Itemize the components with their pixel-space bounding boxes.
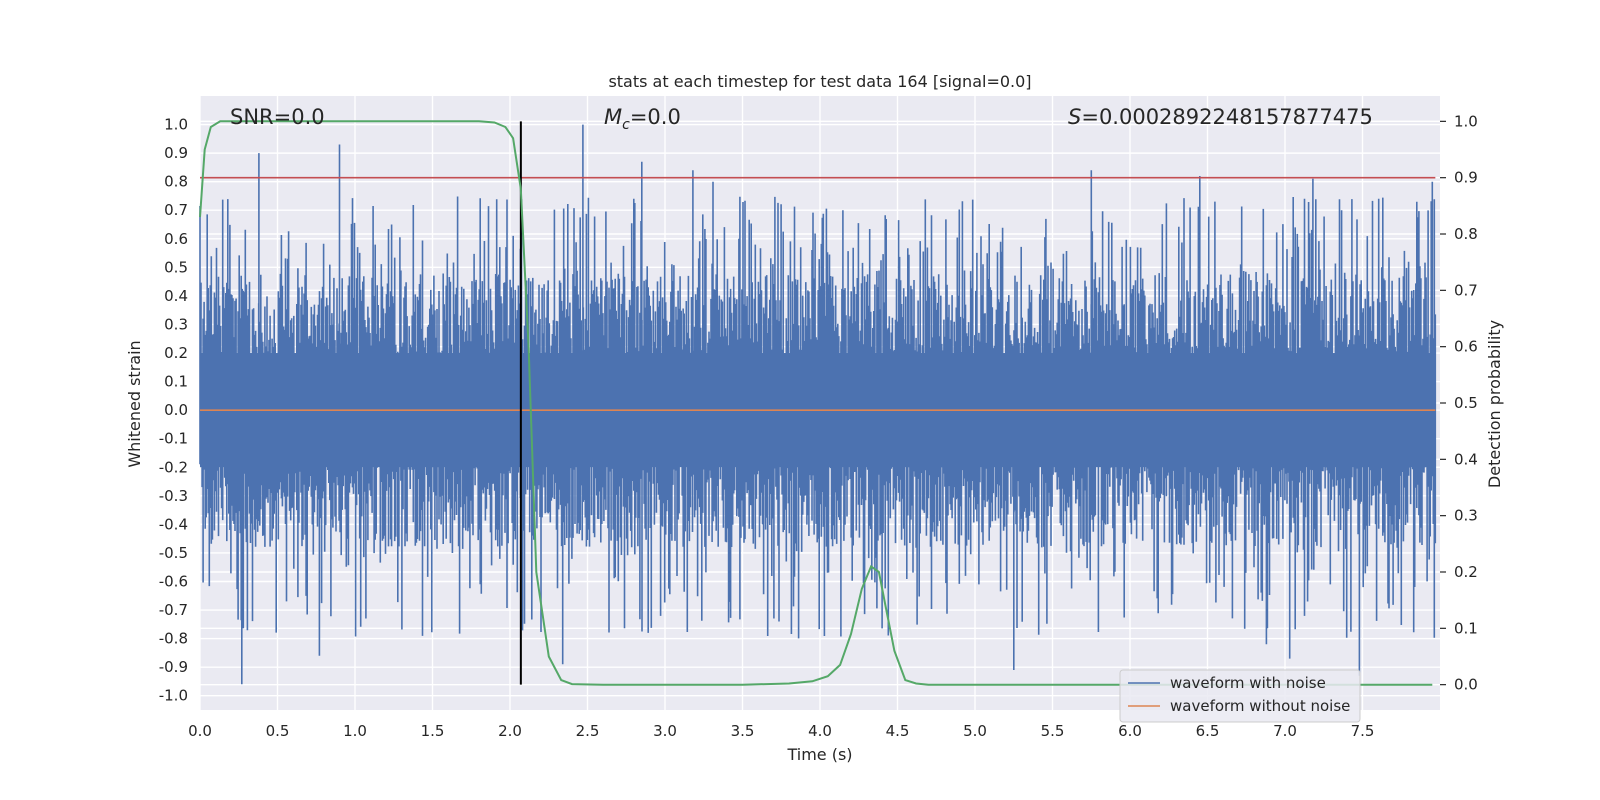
y-left-tick-label: 0.4 [164, 287, 188, 305]
series-detection-probability [199, 120, 1433, 686]
y-right-axis-ticks: 1.0 0.9 0.8 0.7 0.6 0.5 0.4 0.3 0.2 0.1 0.0 [1440, 112, 1478, 694]
y-left-tick-label: -0.7 [159, 601, 188, 619]
x-tick-label: 7.0 [1273, 722, 1297, 740]
x-tick-label: 2.0 [498, 722, 522, 740]
x-tick-label: 1.5 [421, 722, 445, 740]
y-right-axis-label: Detection probability [1485, 320, 1504, 488]
x-axis-label: Time (s) [786, 745, 852, 764]
probability-trace [199, 120, 1433, 686]
y-right-tick-label: 0.5 [1454, 394, 1478, 412]
x-tick-label: 6.0 [1118, 722, 1142, 740]
y-right-tick-label: 0.3 [1454, 507, 1478, 525]
y-right-tick-label: 0.4 [1454, 450, 1478, 468]
y-left-tick-label: 0.2 [164, 344, 188, 362]
legend-label-clean: waveform without noise [1170, 697, 1350, 715]
x-tick-label: 1.0 [343, 722, 367, 740]
y-left-tick-label: 0.1 [164, 373, 188, 391]
x-tick-label: 7.5 [1351, 722, 1375, 740]
x-tick-label: 0.5 [266, 722, 290, 740]
y-right-tick-label: 0.1 [1454, 619, 1478, 637]
y-left-tick-label: -0.1 [159, 430, 188, 448]
x-axis-ticks: 0.0 0.5 1.0 1.5 2.0 2.5 3.0 3.5 4.0 4.5 5.0 5.5 6.0 6… [188, 722, 1374, 740]
y-left-tick-label: 0.5 [164, 258, 188, 276]
y-left-tick-label: 0.3 [164, 315, 188, 333]
y-right-tick-label: 0.2 [1454, 563, 1478, 581]
chart-title: stats at each timestep for test data 164… [608, 72, 1031, 91]
y-left-tick-label: 0.8 [164, 173, 188, 191]
x-tick-label: 3.5 [731, 722, 755, 740]
x-tick-label: 5.5 [1041, 722, 1065, 740]
y-left-tick-label: -0.2 [159, 458, 188, 476]
x-tick-label: 4.0 [808, 722, 832, 740]
y-left-tick-label: -0.4 [159, 515, 188, 533]
y-left-tick-label: -0.5 [159, 544, 188, 562]
legend-label-noise: waveform with noise [1170, 674, 1326, 692]
score-annotation: S=0.0002892248157877475 [1068, 105, 1373, 129]
y-right-tick-label: 0.6 [1454, 338, 1478, 356]
y-left-tick-label: 0.9 [164, 144, 188, 162]
y-left-tick-label: -1.0 [159, 687, 188, 705]
y-right-tick-label: 0.8 [1454, 225, 1478, 243]
chirp-mass-annotation: Mc=0.0 [604, 105, 681, 133]
x-tick-label: 5.0 [963, 722, 987, 740]
x-tick-label: 6.5 [1196, 722, 1220, 740]
x-tick-label: 4.5 [886, 722, 910, 740]
y-left-tick-label: -0.6 [159, 572, 188, 590]
legend: waveform with noise waveform without noi… [1119, 669, 1361, 723]
y-right-tick-label: 0.0 [1454, 676, 1478, 694]
x-tick-label: 2.5 [576, 722, 600, 740]
y-right-tick-label: 0.7 [1454, 281, 1478, 299]
y-left-tick-label: -0.8 [159, 630, 188, 648]
y-left-axis-label: Whitened strain [125, 340, 144, 467]
legend-box [1119, 669, 1361, 723]
x-tick-label: 0.0 [188, 722, 212, 740]
y-left-tick-label: -0.3 [159, 487, 188, 505]
x-tick-label: 3.0 [653, 722, 677, 740]
y-right-tick-label: 0.9 [1454, 169, 1478, 187]
y-left-axis-ticks: 1.0 0.9 0.8 0.7 0.6 0.5 0.4 0.3 0.2 0.1 0.0 -0.1 -0.… [159, 116, 188, 705]
y-right-tick-label: 1.0 [1454, 112, 1478, 130]
y-left-tick-label: -0.9 [159, 658, 188, 676]
y-left-tick-label: 0.6 [164, 230, 188, 248]
snr-annotation: SNR=0.0 [230, 105, 325, 129]
y-left-tick-label: 0.7 [164, 201, 188, 219]
y-left-tick-label: 0.0 [164, 401, 188, 419]
y-left-tick-label: 1.0 [164, 116, 188, 134]
